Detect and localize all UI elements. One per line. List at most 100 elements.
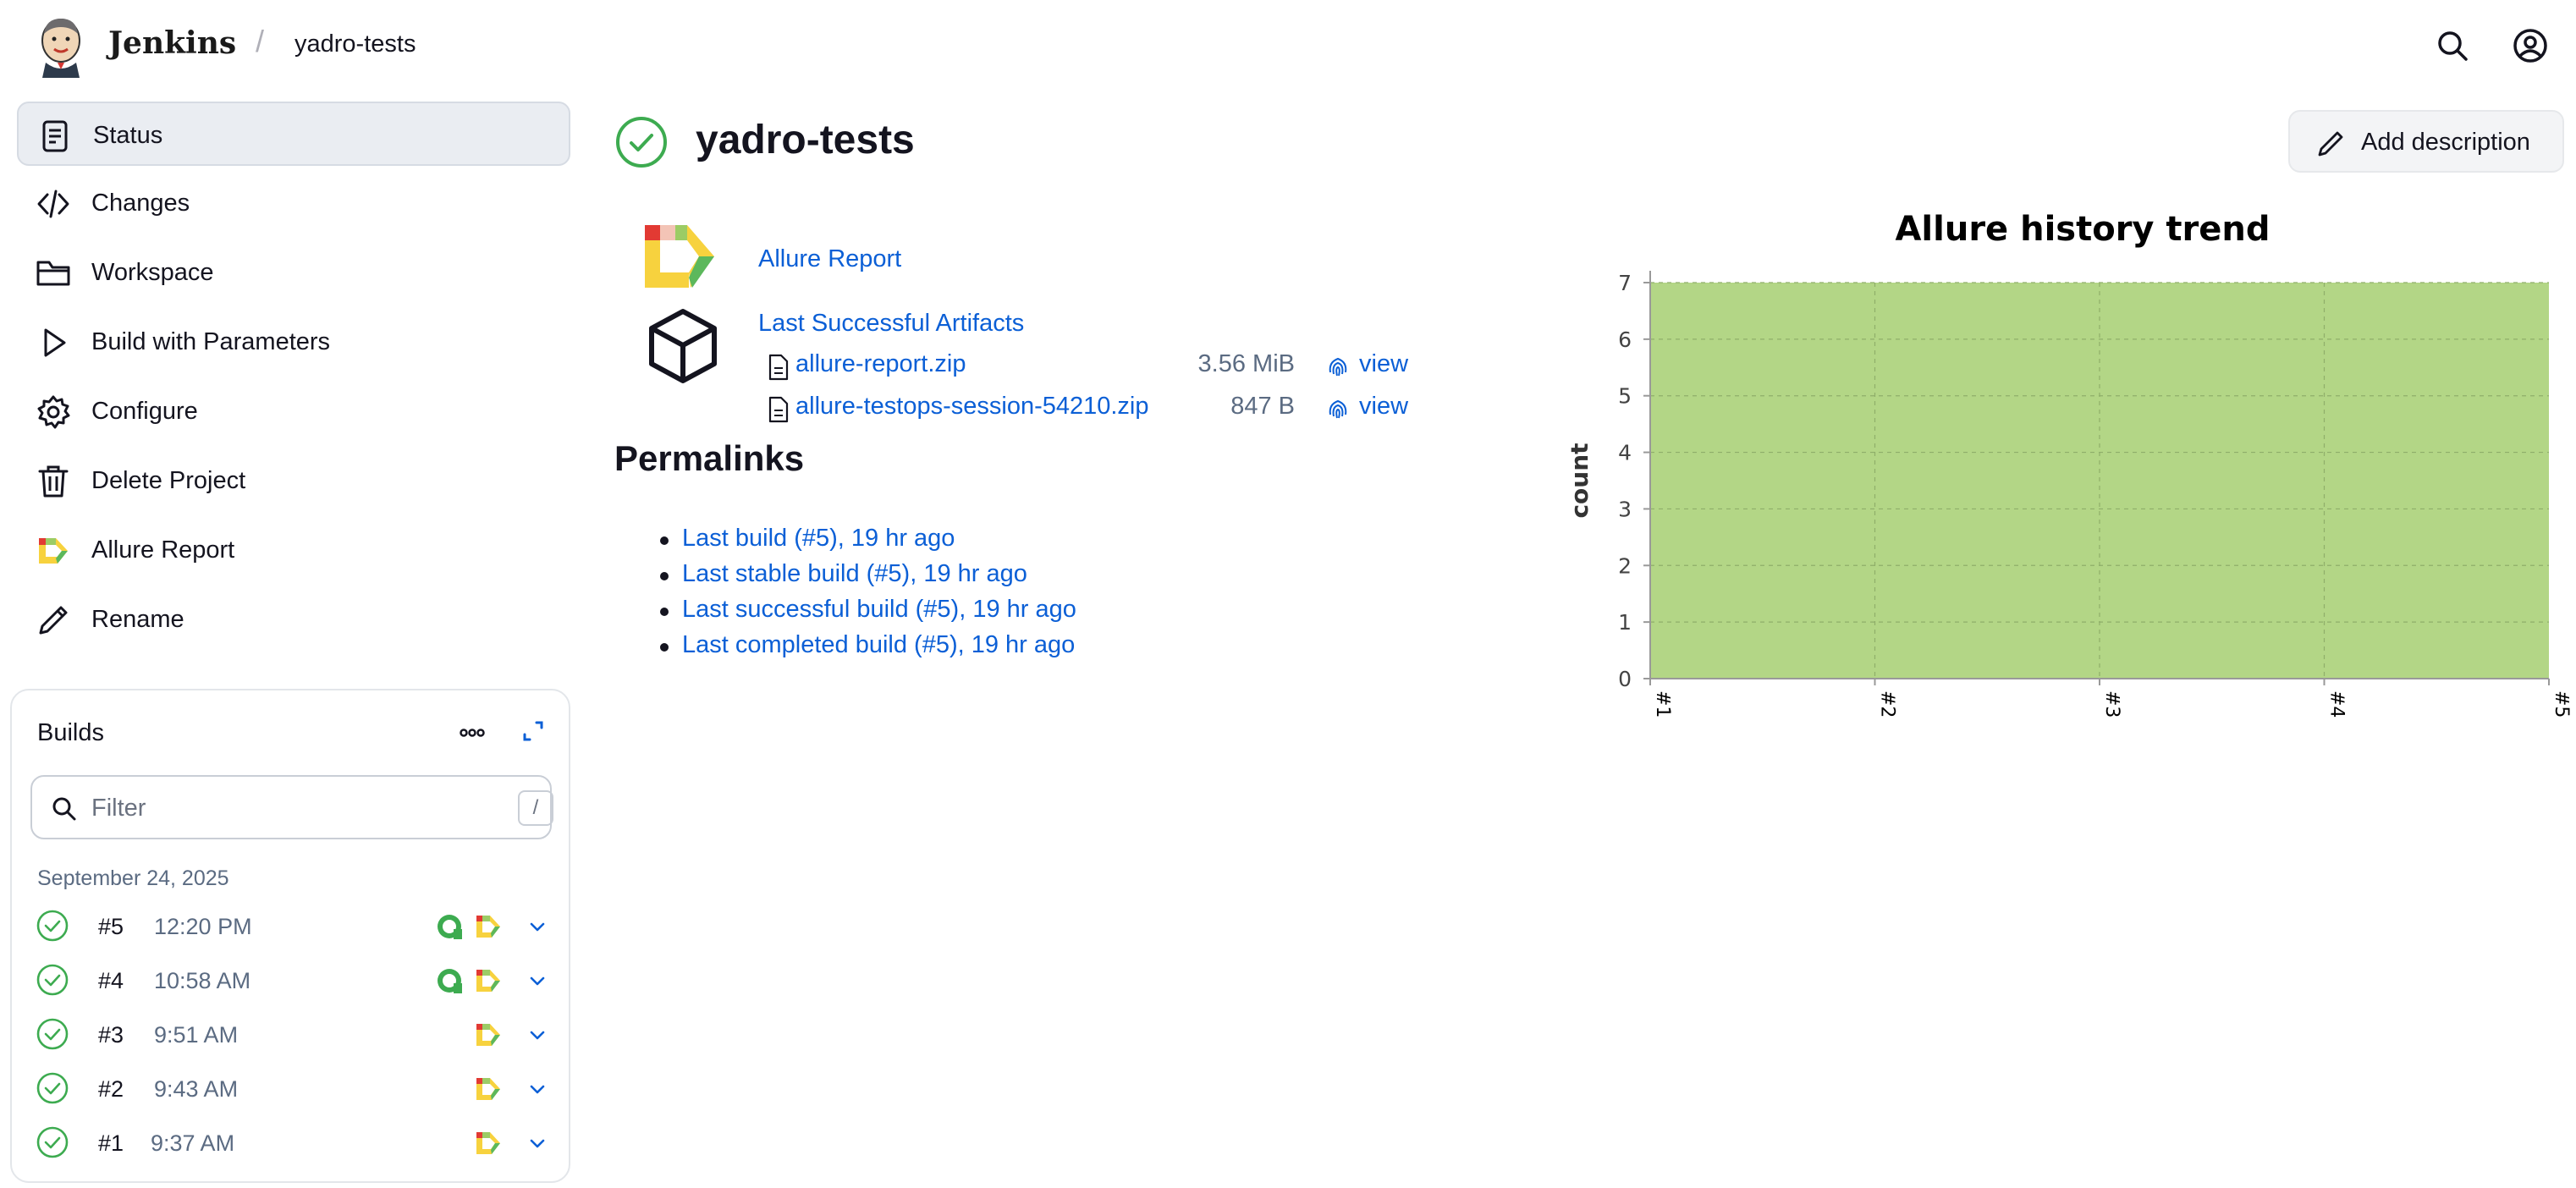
allure-testops-icon[interactable] [435,912,464,941]
chart-x-tick-label: #3 [2101,690,2122,718]
fingerprint-icon[interactable] [1325,396,1351,421]
chevron-down-icon[interactable] [525,914,550,939]
jenkins-logo-icon[interactable] [34,15,88,78]
folder-icon [36,261,70,286]
fingerprint-icon[interactable] [1325,354,1351,379]
artifact-view-link[interactable]: view [1359,393,1409,420]
allure-report-link[interactable]: Allure Report [758,245,902,272]
build-row[interactable]: #2 9:43 AM [27,1063,557,1114]
build-time[interactable]: 12:20 PM [154,914,252,939]
chart-y-tick-label: 5 [1618,384,1632,409]
build-number[interactable]: #1 [98,1130,124,1156]
build-number[interactable]: #4 [98,968,124,993]
build-time[interactable]: 10:58 AM [154,968,251,993]
sidebar-item-changes[interactable]: Changes [17,171,570,235]
sidebar-item-label: Rename [91,606,184,633]
chart-x-tick-label: #1 [1652,690,1673,718]
allure-testops-icon[interactable] [435,966,464,995]
allure-logo-icon[interactable] [474,1129,503,1158]
success-status-icon [36,910,69,942]
last-successful-artifacts-link[interactable]: Last Successful Artifacts [758,310,1025,337]
allure-logo-icon [39,538,68,564]
permalink-last-successful-build[interactable]: Last successful build (#5), 19 hr ago [682,596,1076,623]
chart-y-tick-label: 2 [1618,553,1632,578]
chart-y-tick-label: 7 [1618,271,1632,295]
sidebar-item-build-with-parameters[interactable]: Build with Parameters [17,310,570,374]
permalink-item: Last build (#5), 19 hr ago [660,525,1076,560]
chart-title: Allure history trend [1895,210,2270,249]
chart-x-tick-label: #4 [2326,690,2348,718]
file-icon [768,354,789,381]
gear-icon [37,395,70,429]
sidebar-item-label: Status [93,122,163,149]
builds-panel: Builds / September 24, 2025 #5 12:20 PM #4… [10,689,570,1183]
artifact-view-link[interactable]: view [1359,350,1409,377]
success-status-icon [36,1072,69,1104]
success-status-icon [36,964,69,996]
chevron-down-icon[interactable] [525,968,550,993]
allure-logo-icon [645,225,714,288]
build-row[interactable]: #4 10:58 AM [27,954,557,1005]
breadcrumb-separator: / [256,24,265,58]
chart-x-tick-label: #5 [2551,690,2572,718]
artifact-file-link[interactable]: allure-report.zip [795,350,966,377]
allure-logo-icon[interactable] [474,1020,503,1049]
user-account-icon[interactable] [2510,25,2551,66]
expand-icon[interactable] [516,714,550,748]
build-time[interactable]: 9:37 AM [151,1130,235,1156]
sidebar-item-allure-report[interactable]: Allure Report [17,518,570,582]
builds-date-heading: September 24, 2025 [37,866,229,890]
chart-y-axis-label: count [1566,443,1593,518]
search-icon[interactable] [2432,25,2473,66]
permalink-last-build[interactable]: Last build (#5), 19 hr ago [682,525,955,552]
sidebar-item-label: Changes [91,190,190,217]
sidebar-item-workspace[interactable]: Workspace [17,240,570,305]
chevron-down-icon[interactable] [525,1022,550,1048]
play-icon [44,328,66,357]
trash-icon [38,465,69,498]
allure-logo-icon[interactable] [474,966,503,995]
more-options-icon[interactable] [455,716,489,750]
build-number[interactable]: #3 [98,1022,124,1048]
chevron-down-icon[interactable] [525,1076,550,1102]
artifact-file-link[interactable]: allure-testops-session-54210.zip [795,393,1149,420]
chart-x-tick-label: #2 [1877,690,1898,718]
artifact-size: 847 B [1230,393,1295,420]
build-number[interactable]: #5 [98,914,124,939]
chart-y-tick-label: 3 [1618,497,1632,521]
page-title: yadro-tests [696,118,915,162]
sidebar-item-delete-project[interactable]: Delete Project [17,448,570,513]
allure-logo-icon[interactable] [474,912,503,941]
sidebar-item-label: Configure [91,398,198,425]
code-icon [37,190,69,218]
add-description-button[interactable]: Add description [2288,110,2564,173]
permalink-last-stable-build[interactable]: Last stable build (#5), 19 hr ago [682,560,1027,587]
artifact-row: allure-testops-session-54210.zip 847 B v… [762,388,1422,425]
jenkins-brand[interactable]: Jenkins [108,25,237,61]
allure-history-trend-chart[interactable]: Allure history trend 0 1 2 3 4 5 6 7 #1 #2 #3 #4 #5 co… [1540,203,2573,728]
filter-shortcut-key: / [518,790,553,826]
filter-input[interactable] [91,790,472,826]
file-icon [768,396,789,423]
build-row[interactable]: #1 9:37 AM [27,1117,557,1168]
chart-y-tick-label: 1 [1618,610,1632,635]
breadcrumb-project[interactable]: yadro-tests [294,30,416,58]
sidebar-item-configure[interactable]: Configure [17,379,570,443]
permalinks-heading: Permalinks [614,438,805,478]
sidebar-item-label: Build with Parameters [91,328,331,355]
builds-filter[interactable]: / [30,775,553,839]
build-time[interactable]: 9:51 AM [154,1022,239,1048]
sidebar-item-rename[interactable]: Rename [17,587,570,652]
permalink-last-completed-build[interactable]: Last completed build (#5), 19 hr ago [682,631,1076,658]
chart-y-tick-label: 0 [1618,667,1632,691]
allure-logo-icon[interactable] [474,1075,503,1103]
build-row[interactable]: #5 12:20 PM [27,900,557,951]
artifact-row: allure-report.zip 3.56 MiB view [762,345,1422,382]
sidebar-item-status[interactable]: Status [17,102,570,166]
build-time[interactable]: 9:43 AM [154,1076,239,1102]
chevron-down-icon[interactable] [525,1130,550,1156]
sidebar-item-label: Delete Project [91,467,246,494]
package-cube-icon [649,309,717,383]
build-row[interactable]: #3 9:51 AM [27,1009,557,1059]
build-number[interactable]: #2 [98,1076,124,1102]
